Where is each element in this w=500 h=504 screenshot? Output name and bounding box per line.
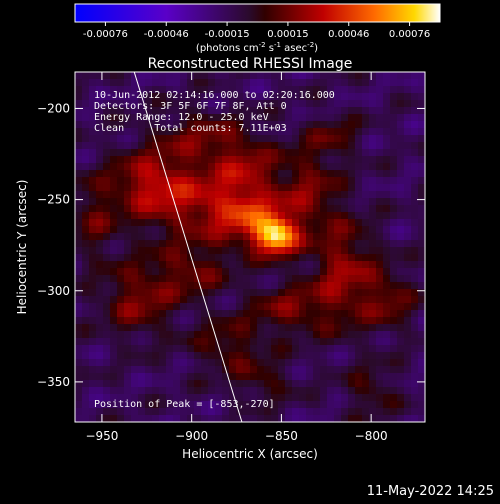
footer-timestamp: 11-May-2022 14:25: [367, 484, 494, 499]
annotation-clean: Clean Total counts: 7.11E+03: [94, 123, 287, 134]
x-tick-label: −800: [355, 429, 388, 443]
colorbar-ticks: -0.00076 -0.00046 -0.00015 0.00015 0.00046 0.…: [83, 22, 430, 40]
y-tick-label: −350: [37, 375, 70, 389]
colorbar-tick-label: 0.00076: [389, 29, 430, 40]
plot-frame: [74, 71, 426, 423]
x-axis-label: Heliocentric X (arcsec): [182, 447, 318, 461]
annotation-peak: Position of Peak = [-853,-270]: [94, 399, 275, 410]
annotation-energy: Energy Range: 12.0 - 25.0 keV: [94, 112, 269, 123]
colorbar-unit: (photons cm-2 s-1 asec-2): [196, 41, 318, 54]
colorbar-tick-label: -0.00076: [83, 29, 128, 40]
annotation-detectors: Detectors: 3F 5F 6F 7F 8F, Att 0: [94, 101, 287, 112]
heatmap-image: [75, 72, 425, 422]
y-tick-label: −200: [37, 101, 70, 115]
x-tick-label: −900: [175, 429, 208, 443]
x-axis-ticks: −950 −900 −850 −800: [85, 72, 388, 443]
y-tick-label: −300: [37, 284, 70, 298]
annotation-time-range: 10-Jun-2012 02:14:16.000 to 02:20:16.000: [94, 90, 335, 101]
x-tick-label: −950: [85, 429, 118, 443]
colorbar: [74, 3, 441, 23]
y-tick-label: −250: [37, 193, 70, 207]
colorbar-tick-label: -0.00015: [205, 29, 250, 40]
x-tick-label: −850: [265, 429, 298, 443]
colorbar-tick-label: -0.00046: [144, 29, 189, 40]
chart-title: Reconstructed RHESSI Image: [148, 56, 353, 72]
colorbar-tick-label: 0.00046: [328, 29, 369, 40]
solar-limb-line: [133, 72, 243, 422]
y-axis-label: Heliocentric Y (arcsec): [15, 180, 29, 315]
colorbar-tick-label: 0.00015: [267, 29, 308, 40]
y-axis-ticks: −200 −250 −300 −350: [37, 101, 425, 389]
